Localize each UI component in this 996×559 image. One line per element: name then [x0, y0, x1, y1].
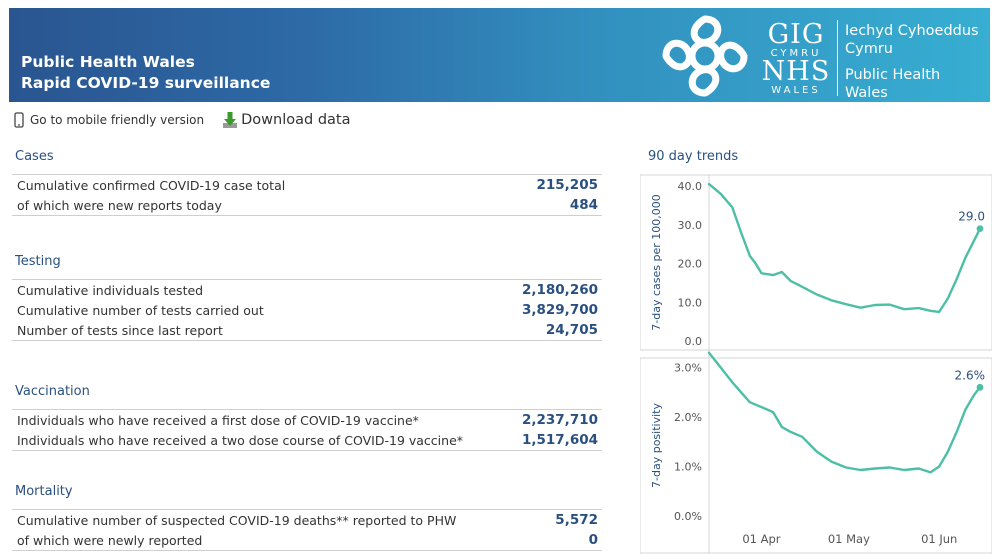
logo-text-line2: Cymru — [845, 41, 893, 57]
y-tick-label: 2.0% — [674, 411, 702, 424]
header-banner: Public Health Wales Rapid COVID-19 surve… — [9, 8, 990, 102]
row-value: 3,829,700 — [521, 302, 598, 318]
y-tick-label: 30.0 — [678, 219, 703, 232]
logo-nhs: NHS — [761, 56, 831, 87]
vaccination-table: Individuals who have received a first do… — [12, 409, 602, 451]
table-row: Cumulative number of suspected COVID-19 … — [12, 510, 602, 530]
y-axis-label: 7-day cases per 100,000 — [650, 194, 663, 330]
celtic-knot-icon — [662, 15, 748, 97]
banner-title-line2: Rapid COVID-19 surveillance — [21, 74, 271, 92]
trend-charts: 40.0 30.0 20.0 10.0 0.0 7-day cases per 100,0… — [640, 174, 992, 554]
row-label: Individuals who have received a first do… — [17, 412, 419, 428]
row-label: Cumulative confirmed COVID-19 case total — [17, 177, 286, 193]
series-line — [707, 182, 982, 314]
download-data-button[interactable]: Download data — [222, 111, 351, 129]
mobile-version-link[interactable]: Go to mobile friendly version — [14, 112, 204, 128]
chart-panel-frame — [640, 357, 992, 554]
table-row: Number of tests since last report 24,705 — [12, 320, 602, 340]
mortality-section-title: Mortality — [15, 484, 73, 499]
y-tick-label: 40.0 — [678, 180, 703, 193]
testing-table: Cumulative individuals tested 2,180,260 … — [12, 279, 602, 341]
row-value: 2,180,260 — [521, 282, 598, 298]
row-value: 215,205 — [536, 177, 599, 193]
trends-title: 90 day trends — [648, 149, 739, 164]
end-value-label: 2.6% — [955, 368, 986, 382]
table-row: Individuals who have received a first do… — [12, 410, 602, 430]
row-value: 484 — [569, 197, 598, 213]
y-tick-label: 20.0 — [678, 258, 703, 271]
y-tick-label: 0.0 — [685, 335, 703, 348]
logo-text-line3: Public Health — [845, 67, 941, 83]
x-tick-label: 01 May — [828, 532, 870, 546]
row-value: 1,517,604 — [521, 432, 598, 448]
y-tick-label: 1.0% — [674, 461, 702, 474]
row-label: Cumulative number of suspected COVID-19 … — [17, 512, 457, 528]
chart-panel-frame — [640, 174, 992, 351]
series-end-point — [976, 383, 984, 391]
toolbar: Go to mobile friendly version Download d… — [14, 110, 351, 130]
banner-title-line1: Public Health Wales — [21, 53, 195, 71]
row-label: Number of tests since last report — [17, 322, 223, 338]
testing-section-title: Testing — [15, 254, 61, 269]
row-label: Cumulative number of tests carried out — [17, 302, 264, 318]
table-row: Cumulative number of tests carried out 3… — [12, 300, 602, 320]
logo-divider — [837, 20, 838, 96]
row-value: 5,572 — [555, 512, 598, 528]
logo-wales: WALES — [771, 85, 821, 96]
y-axis-label: 7-day positivity — [650, 403, 663, 488]
cases-section-title: Cases — [15, 149, 54, 164]
logo-gig: GIG — [767, 19, 825, 50]
end-value-label: 29.0 — [958, 210, 985, 224]
x-tick-label: 01 Jun — [921, 532, 957, 546]
row-label: of which were newly reported — [17, 532, 203, 548]
series-end-point — [976, 225, 984, 233]
download-icon — [223, 112, 238, 128]
row-value: 0 — [588, 532, 598, 548]
mobile-version-label: Go to mobile friendly version — [30, 113, 205, 127]
y-tick-label: 10.0 — [678, 296, 703, 309]
banner-title: Public Health Wales Rapid COVID-19 surve… — [21, 52, 270, 94]
phone-icon — [14, 112, 24, 128]
table-row: Cumulative confirmed COVID-19 case total… — [12, 175, 602, 195]
x-tick-label: 01 Apr — [742, 532, 780, 546]
row-label: Individuals who have received a two dose… — [17, 432, 464, 448]
table-row: of which were new reports today 484 — [12, 195, 602, 215]
row-value: 24,705 — [545, 322, 598, 338]
gig-cymru-nhs-wales-logo: GIG CYMRU NHS WALES — [761, 19, 831, 96]
vaccination-section-title: Vaccination — [15, 384, 90, 399]
series-line — [707, 351, 982, 474]
table-row: Individuals who have received a two dose… — [12, 430, 602, 450]
logo-text-line1: Iechyd Cyhoeddus — [845, 23, 979, 39]
row-label: of which were new reports today — [17, 197, 222, 213]
table-row: Cumulative individuals tested 2,180,260 — [12, 280, 602, 300]
cases-table: Cumulative confirmed COVID-19 case total… — [12, 174, 602, 216]
row-label: Cumulative individuals tested — [17, 282, 204, 298]
download-data-label: Download data — [241, 112, 351, 128]
row-value: 2,237,710 — [521, 412, 598, 428]
logo-text-line4: Wales — [845, 85, 888, 101]
logo-cymru: CYMRU — [770, 48, 822, 59]
mortality-table: Cumulative number of suspected COVID-19 … — [12, 509, 602, 551]
table-row: of which were newly reported 0 — [12, 530, 602, 550]
y-tick-label: 3.0% — [674, 362, 702, 375]
y-tick-label: 0.0% — [674, 510, 702, 523]
